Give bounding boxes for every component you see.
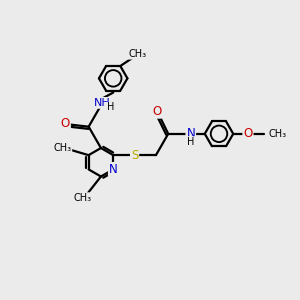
Text: N: N [186, 127, 195, 140]
Text: S: S [131, 149, 138, 162]
Text: CH₃: CH₃ [53, 143, 71, 153]
Text: N: N [109, 163, 118, 176]
Text: CH₃: CH₃ [74, 193, 92, 203]
Text: O: O [61, 116, 70, 130]
Text: O: O [152, 105, 161, 118]
Text: H: H [106, 102, 114, 112]
Text: NH: NH [94, 98, 110, 108]
Text: H: H [187, 137, 194, 147]
Text: CH₃: CH₃ [268, 129, 286, 139]
Text: CH₃: CH₃ [128, 49, 146, 59]
Text: O: O [243, 127, 253, 140]
